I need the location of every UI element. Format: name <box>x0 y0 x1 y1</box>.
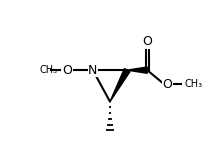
Text: CH₃: CH₃ <box>185 79 203 89</box>
Text: O: O <box>62 64 72 77</box>
Text: CH₃: CH₃ <box>39 65 57 75</box>
Text: N: N <box>88 64 97 77</box>
Text: O: O <box>162 78 172 91</box>
Text: O: O <box>142 35 152 48</box>
Polygon shape <box>110 69 130 102</box>
Polygon shape <box>127 67 147 73</box>
